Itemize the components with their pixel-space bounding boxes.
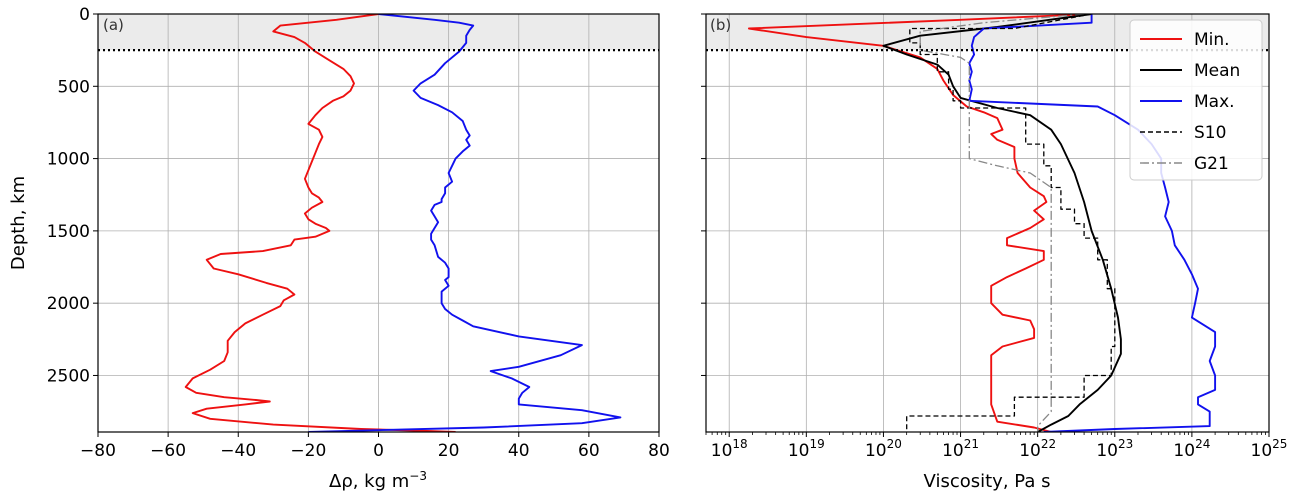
panel-b-xtick-label-0: 1018 bbox=[711, 437, 748, 461]
panel-a-xtick-label-8: 80 bbox=[648, 441, 670, 461]
panel-a-grid bbox=[98, 14, 659, 432]
panel-a-xtick-label-1: −60 bbox=[150, 441, 186, 461]
panel-a-xtick-label-7: 60 bbox=[578, 441, 600, 461]
legend-label-0: Min. bbox=[1194, 30, 1230, 50]
panel-a-series-1 bbox=[308, 14, 622, 432]
panel-b-xtick-label-4: 1022 bbox=[1019, 437, 1056, 461]
panel-a-xtick-label-0: −80 bbox=[80, 441, 116, 461]
panel-b-series-max bbox=[968, 14, 1217, 432]
panel-b-xtick-label-7: 1025 bbox=[1251, 437, 1288, 461]
legend-entries: Min. Mean Max. S10 G21 bbox=[1140, 30, 1240, 174]
panel-a-ytick-label-1: 500 bbox=[58, 77, 90, 97]
legend-label-2: Max. bbox=[1194, 92, 1235, 112]
panel-b-frame bbox=[705, 13, 1270, 433]
legend-label-4: G21 bbox=[1194, 154, 1229, 174]
panel-a-ytick-label-2: 1000 bbox=[47, 150, 90, 170]
panel-b-xtick-label-2: 1020 bbox=[865, 437, 902, 461]
panel-a-xtick-label-4: 0 bbox=[373, 441, 384, 461]
legend-label-1: Mean bbox=[1194, 61, 1240, 81]
panel-a-series-0 bbox=[184, 14, 456, 432]
panel-a-label: (a) bbox=[103, 16, 124, 34]
panel-b: 1018 1019 1020 1021 1022 1023 1024 1025 (b) Vis… bbox=[701, 13, 1288, 492]
panel-b-ticks: 1018 1019 1020 1021 1022 1023 1024 1025 bbox=[701, 13, 1288, 461]
panel-a-xtick-label-2: −40 bbox=[220, 441, 256, 461]
panel-a-lines bbox=[98, 14, 659, 432]
panel-b-series-mean bbox=[882, 14, 1122, 432]
panel-a-xlabel: Δρ, kg m−3 bbox=[329, 469, 427, 492]
legend: Min. Mean Max. S10 G21 bbox=[1129, 19, 1263, 181]
panel-b-xtick-label-1: 1019 bbox=[788, 437, 825, 461]
panel-a-ytick-label-3: 1500 bbox=[47, 222, 90, 242]
panel-a-xtick-label-6: 40 bbox=[508, 441, 530, 461]
panel-b-lines bbox=[706, 14, 1269, 432]
panel-a: −80 −60 −40 −20 0 20 40 60 80 0 500 1000 1500 2000 250… bbox=[8, 5, 670, 492]
panel-a-ytick-label-4: 2000 bbox=[47, 294, 90, 314]
panel-b-series-g21 bbox=[919, 14, 1085, 432]
panel-a-ytick-label-0: 0 bbox=[79, 5, 90, 25]
panel-a-xtick-label-5: 20 bbox=[438, 441, 460, 461]
panel-b-label: (b) bbox=[710, 16, 731, 34]
panel-b-series-s10 bbox=[906, 14, 1116, 432]
panel-a-xtick-label-3: −20 bbox=[290, 441, 326, 461]
panel-b-series-min bbox=[747, 14, 1092, 432]
legend-label-3: S10 bbox=[1194, 123, 1226, 143]
panel-a-ylabel: Depth, km bbox=[8, 176, 29, 270]
panel-a-ytick-label-5: 2500 bbox=[47, 366, 90, 386]
panel-b-xtick-label-3: 1021 bbox=[942, 437, 979, 461]
panel-b-xtick-label-5: 1023 bbox=[1096, 437, 1133, 461]
panel-b-xtick-label-6: 1024 bbox=[1173, 437, 1210, 461]
legend-box bbox=[1129, 19, 1263, 181]
panel-b-xlabel: Viscosity, Pa s bbox=[924, 471, 1051, 492]
panel-a-ticks: −80 −60 −40 −20 0 20 40 60 80 0 500 1000 1500 2000 250… bbox=[47, 5, 670, 461]
